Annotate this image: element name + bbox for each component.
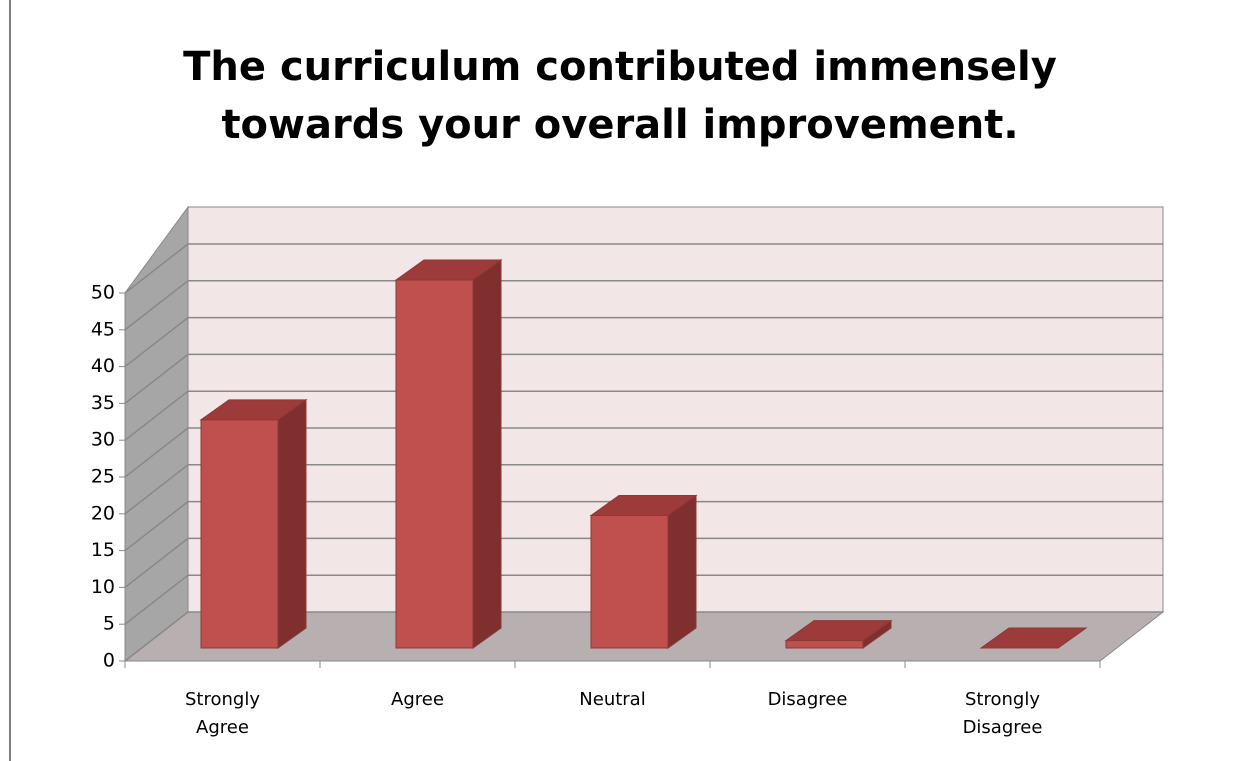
x-tick-label: Strongly Disagree — [962, 689, 1043, 738]
bar-front — [785, 640, 864, 649]
grid-line — [124, 427, 189, 478]
bar-front — [395, 279, 474, 649]
bar — [589, 494, 698, 649]
bar — [199, 398, 308, 649]
grid-line — [124, 501, 189, 552]
y-tick-label: 35 — [91, 392, 115, 414]
x-tick-label: Neutral — [579, 689, 646, 710]
grid-line — [124, 611, 189, 662]
chart-title: The curriculum contributed immensely tow… — [183, 44, 1057, 148]
grid-line — [124, 574, 189, 625]
x-tick-label: Agree — [391, 689, 444, 710]
grid-line — [124, 537, 189, 588]
bar-side — [472, 259, 502, 649]
bar-front — [200, 419, 279, 649]
grid-line — [124, 464, 189, 515]
y-tick-label: 5 — [103, 613, 115, 635]
grid-line — [124, 243, 189, 294]
side-wall — [124, 205, 189, 663]
y-tick-label: 45 — [91, 318, 115, 340]
y-tick-label: 0 — [103, 650, 115, 672]
y-tick-label: 40 — [91, 355, 115, 377]
grid-line — [124, 390, 189, 441]
bar — [979, 627, 1088, 649]
grid-line — [124, 353, 189, 404]
chart-frame — [9, 0, 11, 761]
grid-line — [124, 317, 189, 368]
bar-front — [590, 515, 669, 649]
y-tick-label: 20 — [91, 502, 115, 524]
y-tick-label: 25 — [91, 466, 115, 488]
y-tick-label: 30 — [91, 429, 115, 451]
y-tick-label: 50 — [91, 282, 115, 304]
bar — [394, 259, 503, 649]
y-tick-label: 15 — [91, 539, 115, 561]
y-tick-label: 10 — [91, 576, 115, 598]
bar-side — [277, 398, 307, 649]
grid-line — [124, 280, 189, 331]
bar-side — [667, 494, 697, 649]
bar — [784, 619, 893, 649]
x-tick-label: Disagree — [767, 689, 848, 710]
x-tick-label: Strongly Agree — [185, 689, 260, 738]
